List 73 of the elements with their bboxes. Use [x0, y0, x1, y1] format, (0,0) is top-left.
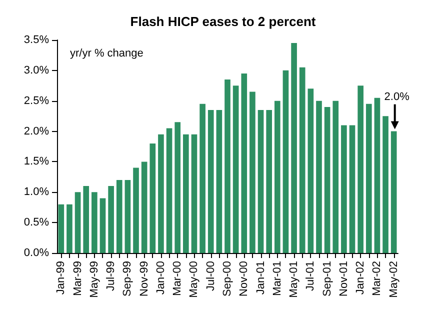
x-tick-label: Mar-99 [72, 261, 84, 296]
bar [141, 162, 148, 253]
bar [366, 104, 372, 253]
bar [390, 131, 397, 253]
bar [332, 100, 339, 253]
y-tick-label: 1.0% [24, 186, 50, 198]
x-tick-label: Jan-02 [354, 261, 367, 295]
bar [158, 134, 164, 253]
bar [116, 180, 122, 253]
chart-title: Flash HICP eases to 2 percent [130, 14, 316, 29]
bar [150, 143, 156, 253]
x-tick-label: Nov-99 [138, 261, 150, 296]
bar [166, 128, 172, 253]
x-tick-label: Mar-00 [172, 261, 184, 296]
x-tick-label: May-01 [288, 261, 300, 298]
x-tick-label: Sep-99 [122, 261, 134, 296]
bar [324, 106, 330, 253]
bar [341, 125, 347, 253]
x-tick-label: Jan-00 [154, 261, 167, 295]
y-axis-title: yr/yr % change [70, 48, 144, 60]
bar [291, 43, 297, 253]
bar [358, 86, 364, 253]
bar [200, 104, 206, 253]
annotation: 2.0% [384, 90, 410, 103]
x-tick-label: Nov-00 [238, 261, 250, 296]
y-tick-label: 0.0% [24, 247, 50, 259]
bar [133, 168, 139, 253]
x-tick-label: Jan-01 [254, 261, 267, 295]
x-tick-label: Sep-01 [321, 261, 334, 296]
y-tick-label: 3.0% [24, 64, 50, 76]
bar [66, 204, 72, 253]
bar [250, 92, 256, 253]
bar [216, 110, 222, 253]
y-tick-label: 1.5% [24, 156, 50, 168]
bar [83, 186, 90, 253]
bar [183, 134, 189, 253]
bar [241, 73, 248, 253]
bar [232, 86, 239, 253]
bar [74, 192, 81, 253]
bar [208, 110, 214, 253]
bar [382, 116, 388, 253]
bar [374, 98, 380, 253]
x-tick-label: May-00 [188, 261, 200, 298]
bar [108, 186, 114, 253]
bar [92, 192, 98, 253]
bar [299, 67, 306, 253]
x-tick-label: Jul-00 [204, 261, 217, 291]
y-tick-label: 2.0% [24, 125, 50, 138]
bar [224, 80, 230, 253]
x-tick-label: May-99 [88, 261, 100, 298]
bar [349, 125, 356, 253]
x-tick-label: Mar-01 [271, 261, 284, 296]
x-tick-label: Nov-01 [338, 261, 350, 296]
y-tick-label: 3.5% [24, 34, 50, 46]
x-tick-label: Jul-99 [105, 261, 118, 291]
bar [124, 180, 131, 253]
x-tick-label: Jan-99 [55, 261, 68, 295]
bar [282, 70, 289, 253]
y-tick-label: 2.5% [24, 94, 50, 107]
y-tick-label: 0.5% [24, 216, 50, 229]
x-tick-label: Jul-01 [304, 261, 317, 291]
bar [174, 122, 181, 253]
bar [191, 134, 198, 253]
bar [258, 110, 264, 253]
bar [266, 110, 272, 253]
x-tick-label: Sep-00 [222, 261, 234, 296]
bar [58, 204, 64, 253]
bar [100, 198, 106, 253]
x-tick-label: Mar-02 [371, 261, 384, 296]
bar [274, 100, 280, 253]
x-tick-label: May-02 [388, 261, 400, 298]
bar [316, 100, 322, 253]
bar [308, 88, 314, 253]
